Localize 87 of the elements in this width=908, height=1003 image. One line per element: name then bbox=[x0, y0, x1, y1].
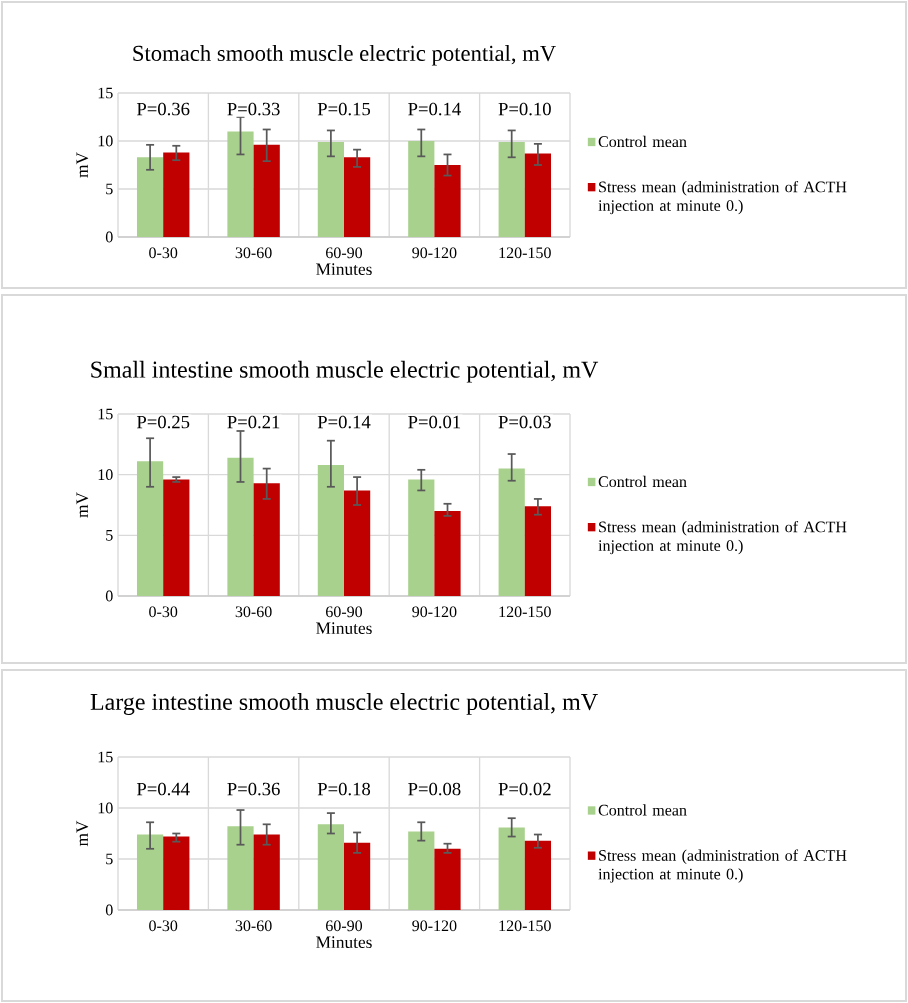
bar bbox=[344, 842, 371, 910]
bar bbox=[227, 457, 254, 596]
bar bbox=[163, 836, 190, 910]
bar bbox=[344, 157, 371, 237]
bar bbox=[434, 848, 461, 910]
y-axis-title: mV bbox=[76, 820, 89, 847]
y-tick-label: 0 bbox=[105, 231, 113, 243]
y-axis-title: mV bbox=[76, 492, 89, 518]
annotation: P=0.18 bbox=[317, 782, 371, 796]
y-tick-label: 5 bbox=[106, 853, 113, 865]
x-tick-label: 60-90 bbox=[326, 606, 363, 618]
bar bbox=[524, 153, 552, 237]
x-tick-label: 60-90 bbox=[326, 920, 363, 932]
x-tick-label: 90-120 bbox=[412, 606, 457, 618]
y-tick-label: 0 bbox=[105, 590, 113, 602]
x-tick-label: 60-90 bbox=[326, 247, 363, 259]
legend-label: Stress mean (administration of ACTH injection at minute 0.) bbox=[598, 849, 847, 883]
bar bbox=[498, 468, 525, 596]
annotation: P=0.14 bbox=[317, 415, 371, 429]
x-tick-label: 120-150 bbox=[499, 920, 551, 932]
annotation: P=0.10 bbox=[498, 102, 551, 116]
bar bbox=[408, 140, 435, 237]
bar bbox=[434, 511, 461, 596]
bar bbox=[524, 840, 552, 910]
x-tick-label: 0-30 bbox=[149, 247, 178, 259]
bar bbox=[253, 834, 280, 910]
annotation: P=0.15 bbox=[317, 102, 371, 116]
x-tick-label: 30-60 bbox=[235, 247, 272, 259]
bar bbox=[317, 824, 344, 910]
annotation: P=0.33 bbox=[227, 102, 280, 116]
bar bbox=[498, 141, 525, 237]
x-axis-title: Minutes bbox=[316, 936, 372, 948]
x-tick-label: 0-30 bbox=[149, 606, 178, 618]
bar bbox=[163, 152, 190, 237]
bar bbox=[498, 827, 525, 910]
bar bbox=[136, 834, 164, 910]
bar bbox=[136, 461, 164, 596]
x-tick-label: 30-60 bbox=[235, 606, 272, 618]
y-tick-label: 15 bbox=[98, 751, 113, 763]
y-tick-label: 15 bbox=[98, 408, 113, 420]
bar bbox=[408, 479, 435, 596]
bar bbox=[227, 131, 254, 237]
bar bbox=[136, 157, 164, 237]
bar bbox=[408, 831, 435, 910]
chart-title: Small intestine smooth muscle electric potential, mV bbox=[91, 360, 599, 383]
chart-title: Stomach smooth muscle electric potential, mV bbox=[133, 45, 556, 66]
bar bbox=[524, 506, 552, 596]
legend-label: Stress mean (administration of ACTH injection at minute 0.) bbox=[598, 520, 847, 555]
y-axis-title: mV bbox=[76, 152, 89, 178]
x-tick-label: 0-30 bbox=[149, 920, 178, 932]
annotation: P=0.02 bbox=[498, 782, 551, 796]
annotation: P=0.21 bbox=[227, 415, 280, 429]
legend-label: Control mean bbox=[598, 135, 687, 148]
bar bbox=[317, 464, 344, 596]
legend-label: Stress mean (administration of ACTH injection at minute 0.) bbox=[598, 180, 847, 215]
bar bbox=[434, 164, 461, 237]
bar bbox=[253, 483, 280, 596]
y-tick-label: 10 bbox=[98, 469, 113, 481]
bar bbox=[227, 826, 254, 910]
x-axis-title: Minutes bbox=[316, 263, 372, 275]
annotation: P=0.36 bbox=[227, 782, 280, 796]
x-tick-label: 120-150 bbox=[499, 247, 551, 259]
y-tick-label: 15 bbox=[98, 87, 113, 99]
x-axis-title: Minutes bbox=[316, 622, 372, 634]
bar bbox=[317, 141, 344, 237]
y-tick-label: 10 bbox=[98, 135, 113, 147]
annotation: P=0.36 bbox=[136, 102, 190, 116]
x-tick-label: 30-60 bbox=[235, 920, 272, 932]
x-tick-label: 90-120 bbox=[412, 247, 457, 259]
y-tick-label: 10 bbox=[98, 802, 113, 814]
x-tick-label: 90-120 bbox=[412, 920, 457, 932]
chart-title: Large intestine smooth muscle electric potential, mV bbox=[90, 693, 598, 715]
annotation: P=0.25 bbox=[136, 415, 190, 429]
bar bbox=[163, 479, 190, 596]
annotation: P=0.03 bbox=[498, 415, 551, 429]
annotation: P=0.44 bbox=[136, 782, 190, 796]
annotation: P=0.14 bbox=[408, 102, 461, 116]
y-tick-label: 5 bbox=[106, 530, 113, 541]
legend-label: Control mean bbox=[598, 804, 687, 816]
annotation: P=0.08 bbox=[408, 782, 461, 796]
y-tick-label: 0 bbox=[105, 904, 113, 916]
bar bbox=[344, 490, 371, 596]
annotation: P=0.01 bbox=[408, 415, 461, 429]
y-tick-label: 5 bbox=[106, 183, 113, 195]
bar bbox=[253, 144, 280, 237]
legend-label: Control mean bbox=[598, 475, 687, 488]
x-tick-label: 120-150 bbox=[499, 606, 551, 618]
